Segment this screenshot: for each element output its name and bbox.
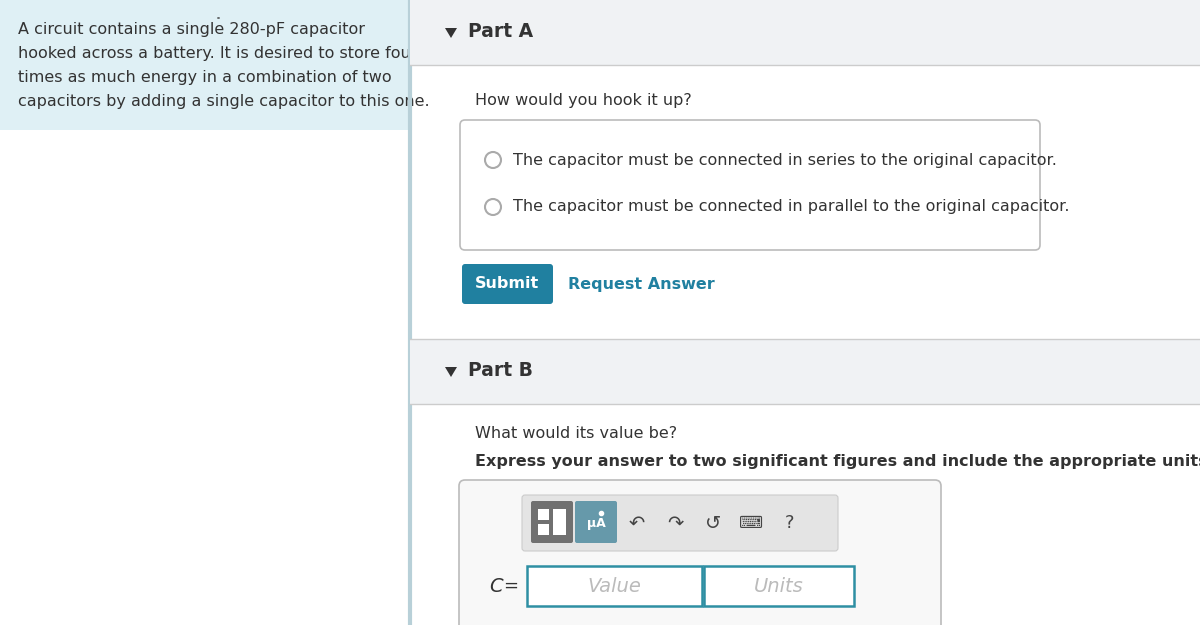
FancyBboxPatch shape — [410, 0, 1200, 625]
Text: The capacitor must be connected in series to the original capacitor.: The capacitor must be connected in serie… — [514, 152, 1057, 168]
FancyBboxPatch shape — [530, 501, 574, 543]
FancyBboxPatch shape — [538, 509, 550, 520]
Circle shape — [485, 199, 502, 215]
FancyBboxPatch shape — [0, 0, 410, 130]
Text: hooked across a battery. It is desired to store four: hooked across a battery. It is desired t… — [18, 46, 418, 61]
FancyBboxPatch shape — [458, 480, 941, 625]
Text: Part B: Part B — [468, 361, 533, 380]
Text: times as much energy in a combination of two: times as much energy in a combination of… — [18, 70, 391, 85]
FancyBboxPatch shape — [0, 130, 410, 625]
Text: =: = — [503, 577, 518, 595]
Text: ⌨: ⌨ — [739, 514, 763, 532]
Text: $C$: $C$ — [490, 576, 504, 596]
Text: Units: Units — [754, 576, 804, 596]
FancyBboxPatch shape — [460, 120, 1040, 250]
FancyBboxPatch shape — [527, 566, 702, 606]
Text: ↺: ↺ — [704, 514, 721, 532]
FancyBboxPatch shape — [538, 524, 550, 535]
Polygon shape — [445, 367, 457, 377]
FancyBboxPatch shape — [410, 0, 1200, 65]
Text: μA: μA — [587, 518, 605, 531]
FancyBboxPatch shape — [462, 264, 553, 304]
Text: Submit: Submit — [475, 276, 540, 291]
Text: capacitors by adding a single capacitor to this one.: capacitors by adding a single capacitor … — [18, 94, 430, 109]
Text: Part A: Part A — [468, 22, 533, 41]
Text: ?: ? — [785, 514, 793, 532]
Polygon shape — [445, 28, 457, 38]
FancyBboxPatch shape — [553, 509, 566, 535]
Text: Value: Value — [588, 576, 642, 596]
Text: Request Answer: Request Answer — [568, 276, 715, 291]
FancyBboxPatch shape — [575, 501, 617, 543]
Text: The capacitor must be connected in parallel to the original capacitor.: The capacitor must be connected in paral… — [514, 199, 1069, 214]
Text: ↶: ↶ — [629, 514, 646, 532]
Text: What would its value be?: What would its value be? — [475, 426, 677, 441]
FancyBboxPatch shape — [522, 495, 838, 551]
Circle shape — [485, 152, 502, 168]
Text: How would you hook it up?: How would you hook it up? — [475, 93, 691, 108]
Text: Express your answer to two significant figures and include the appropriate units: Express your answer to two significant f… — [475, 454, 1200, 469]
Text: A circuit contains a single 280-pF capacitor: A circuit contains a single 280-pF capac… — [18, 22, 365, 37]
Text: ↷: ↷ — [667, 514, 683, 532]
FancyBboxPatch shape — [704, 566, 854, 606]
FancyBboxPatch shape — [410, 339, 1200, 404]
